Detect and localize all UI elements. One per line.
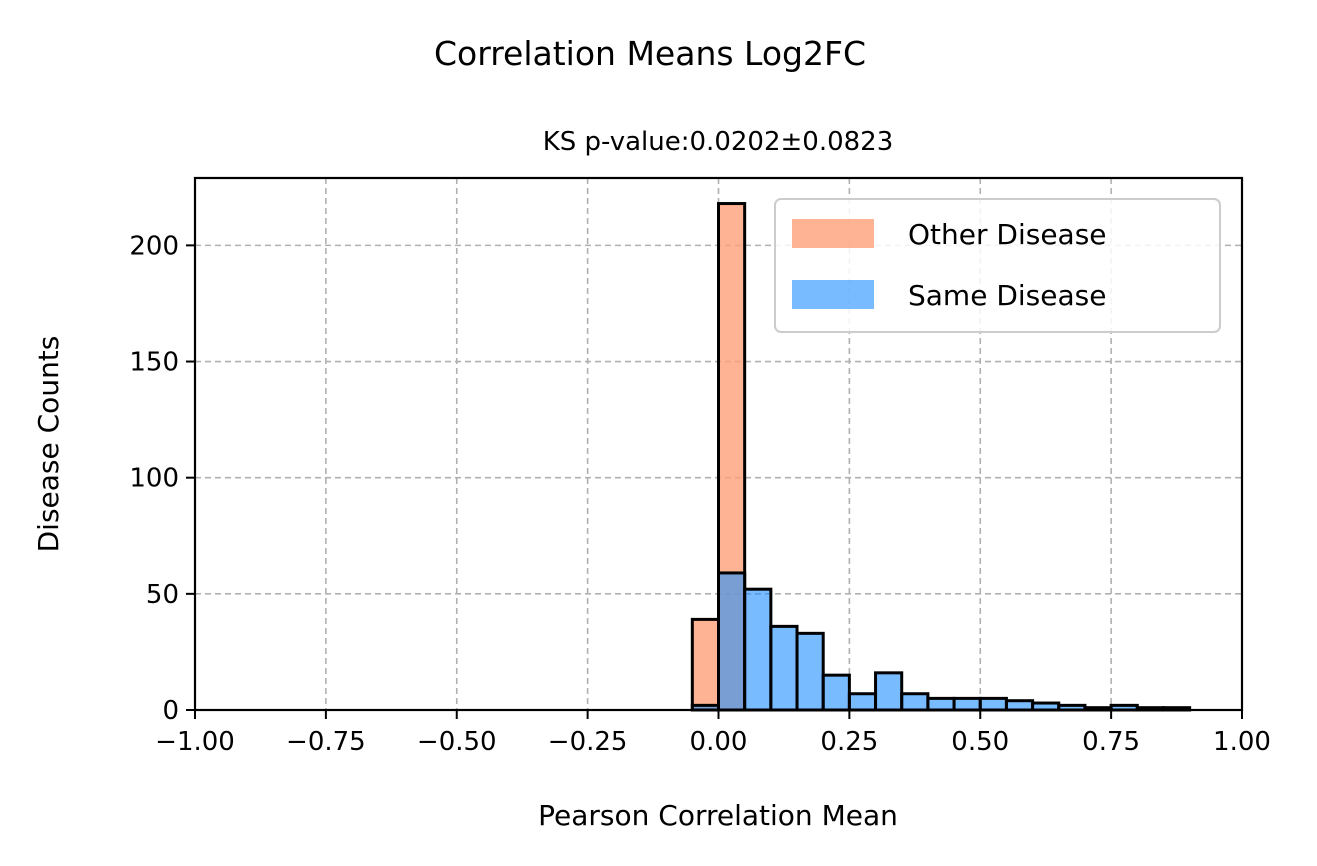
x-axis-ticks: −1.00 −0.75 −0.50 −0.25 0.00 0.25 0.50 0.75 1.00: [155, 710, 1271, 757]
x-tick-label: −0.75: [286, 727, 366, 757]
y-tick-label: 100: [129, 464, 179, 494]
bar-same-disease: [717, 571, 747, 712]
bar-same-disease: [874, 671, 904, 712]
x-tick-label: 0.00: [690, 727, 748, 757]
legend-label-same-disease: Same Disease: [908, 279, 1106, 312]
bar-same-disease: [926, 696, 956, 712]
bar-same-disease: [900, 692, 930, 712]
bar-same-disease: [847, 692, 878, 712]
y-tick-label: 50: [146, 580, 179, 610]
series-same-disease: [690, 571, 1192, 712]
y-axis-label: Disease Counts: [32, 336, 65, 553]
legend: Other Disease Same Disease: [774, 198, 1221, 333]
legend-swatch-other-disease: [792, 219, 874, 248]
bar-same-disease: [795, 631, 825, 712]
x-tick-label: −1.00: [155, 727, 235, 757]
chart-subtitle: KS p-value:0.0202±0.0823: [543, 127, 894, 157]
bar-same-disease: [1004, 699, 1035, 712]
y-tick-label: 0: [162, 696, 179, 726]
y-axis-ticks: 0 50 100 150 200: [129, 231, 195, 726]
bar-other-disease: [690, 617, 721, 712]
x-tick-label: 0.50: [951, 727, 1009, 757]
bar-same-disease: [821, 673, 851, 712]
bar-same-disease: [978, 696, 1008, 712]
x-tick-label: 0.25: [820, 727, 878, 757]
bar-same-disease: [952, 696, 982, 712]
x-tick-label: −0.25: [548, 727, 628, 757]
x-tick-label: 0.75: [1082, 727, 1140, 757]
x-tick-label: −0.50: [417, 727, 497, 757]
x-axis-label: Pearson Correlation Mean: [538, 799, 898, 832]
y-tick-label: 150: [129, 348, 179, 378]
chart-title: Correlation Means Log2FC: [434, 34, 866, 73]
y-tick-label: 200: [129, 231, 179, 261]
bar-same-disease: [769, 624, 799, 712]
legend-frame: [774, 198, 1221, 333]
x-tick-label: 1.00: [1213, 727, 1271, 757]
legend-label-other-disease: Other Disease: [908, 218, 1107, 251]
bar-same-disease: [743, 587, 773, 712]
legend-swatch-same-disease: [792, 280, 874, 309]
